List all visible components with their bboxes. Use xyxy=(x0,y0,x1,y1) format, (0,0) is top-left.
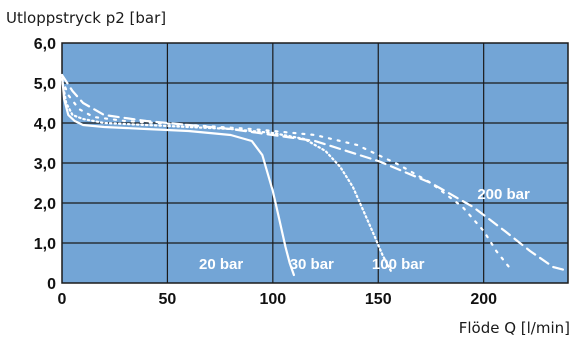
curve-label: 200 bar xyxy=(477,186,530,203)
x-tick-label: 50 xyxy=(159,291,177,308)
x-tick-label: 0 xyxy=(58,291,67,308)
curve-100-bar xyxy=(60,77,511,269)
curve-label: 20 bar xyxy=(199,256,243,273)
y-axis-title: Utloppstryck p2 [bar] xyxy=(6,9,166,27)
x-axis-title: Flöde Q [l/min] xyxy=(459,319,570,337)
y-tick-label: 2,0 xyxy=(34,196,56,213)
x-tick-label: 150 xyxy=(365,291,392,308)
grid-lines xyxy=(62,43,568,283)
tick-labels: 01,02,03,04,05,06,0050100150200250 xyxy=(34,36,576,308)
curve-200-bar xyxy=(60,73,570,273)
x-tick-label: 200 xyxy=(470,291,497,308)
curves xyxy=(60,73,570,277)
y-tick-label: 3,0 xyxy=(34,156,56,173)
y-tick-label: 6,0 xyxy=(34,36,56,53)
x-tick-label: 100 xyxy=(259,291,286,308)
curve-20-bar xyxy=(60,73,295,277)
y-tick-label: 5,0 xyxy=(34,76,56,93)
curve-label: 30 bar xyxy=(290,256,334,273)
y-tick-label: 1,0 xyxy=(34,236,56,253)
curve-label: 100 bar xyxy=(372,256,425,273)
curve-labels: 20 bar 30 bar 100 bar 200 bar xyxy=(199,186,530,273)
y-tick-label: 0 xyxy=(47,276,56,293)
curve-30-bar xyxy=(60,77,392,273)
y-tick-label: 4,0 xyxy=(34,116,56,133)
